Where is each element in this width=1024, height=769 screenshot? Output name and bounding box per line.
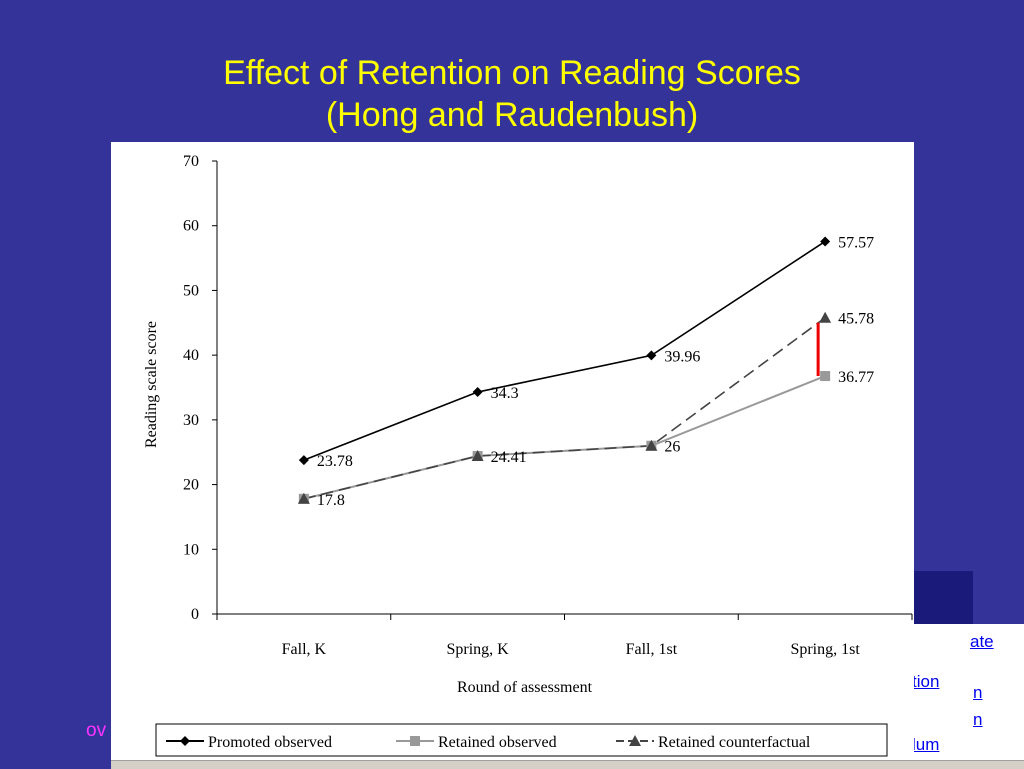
slide-title-line-2: (Hong and Raudenbush) [325,96,699,134]
data-label: 57.57 [838,234,874,251]
legend-swatch-marker [410,736,420,746]
x-tick-label: Spring, 1st [790,641,860,658]
data-label: 24.41 [491,449,527,466]
y-tick-label: 70 [183,153,199,170]
data-label: 23.78 [317,453,353,470]
legend-box [155,723,888,757]
slide-title-line-1: Effect of Retention on Reading Scores [223,54,801,92]
legend-label: Promoted observed [208,734,332,751]
data-label: 36.77 [838,369,874,386]
y-tick-label: 10 [183,541,199,558]
data-point [646,350,657,361]
data-point [819,311,832,323]
data-point [820,371,831,382]
legend-label: Retained observed [438,734,557,751]
series-line [303,317,826,500]
series-line [303,240,826,461]
x-axis-title: Round of assessment [457,679,593,696]
y-axis-title: Reading scale score [143,321,160,448]
slide-title: Effect of Retention on Reading Scores (H… [0,52,1024,136]
series-line [303,375,826,500]
bottom-toolbar [111,760,1024,769]
y-tick-label: 20 [183,477,199,494]
y-tick-label: 0 [191,606,199,623]
data-point [298,455,309,466]
y-tick-label: 40 [183,347,199,364]
y-tick-label: 30 [183,412,199,429]
background-link-panel [912,624,1024,768]
background-panel [912,571,973,626]
x-tick-label: Spring, K [447,641,510,658]
legend-swatch-marker [629,735,641,746]
background-link[interactable]: ate [970,632,994,651]
y-tick-label: 50 [183,282,199,299]
data-label: 17.8 [317,492,345,509]
line-chart: 0 10 20 30 40 50 60 70 Fall, K Spring, K Fall, 1st… [143,153,913,757]
data-point [471,450,484,462]
background-link[interactable]: n [973,683,983,702]
chart-panel: 0 10 20 30 40 50 60 70 Fall, K Spring, K Fall, 1st… [111,142,914,762]
data-label: 45.78 [838,311,874,328]
data-point [297,492,310,504]
y-tick-label: 60 [183,218,199,235]
data-point [472,387,483,398]
data-label: 26 [664,439,680,456]
legend-label: Retained counterfactual [658,734,811,751]
data-point [820,236,831,247]
background-link[interactable]: tion [912,672,940,691]
background-magenta-text: ov [86,720,107,741]
data-label: 39.96 [664,348,700,365]
x-tick-label: Fall, 1st [626,641,678,658]
data-point [645,439,658,451]
legend-swatch-marker [180,736,190,746]
background-link[interactable]: lum [912,735,940,754]
data-label: 34.3 [491,385,519,402]
background-link[interactable]: n [973,710,983,729]
x-tick-label: Fall, K [282,641,327,658]
